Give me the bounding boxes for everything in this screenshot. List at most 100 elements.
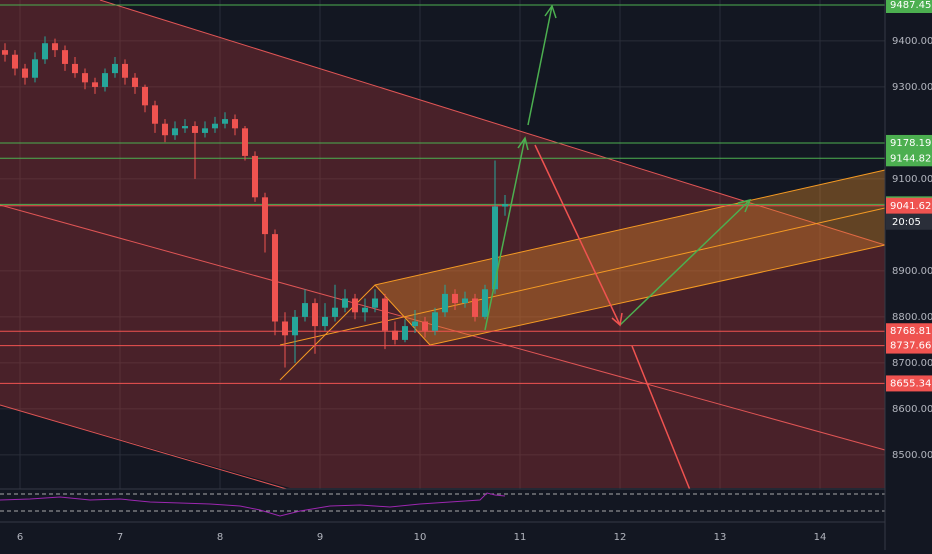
arrow (619, 199, 751, 326)
price-axis (885, 0, 932, 550)
candle-body (1, 50, 8, 55)
grid (0, 0, 885, 522)
candle-body (22, 68, 28, 78)
x-tick-label: 8 (217, 532, 223, 543)
price-tag-label: 9041.62 (890, 201, 931, 212)
candle-body (312, 303, 318, 327)
price-tag (886, 337, 932, 354)
y-tick-label: 8700.00 (892, 358, 932, 369)
x-tick-label: 10 (414, 532, 427, 543)
candle-body (142, 86, 148, 106)
candle-body (422, 321, 428, 331)
candle-body (332, 307, 338, 317)
arrow (534, 144, 621, 326)
candle-body (122, 63, 128, 78)
candle-body (182, 126, 188, 129)
countdown: 20:05 (892, 217, 921, 228)
candle-body (102, 73, 108, 87)
candle-body (372, 298, 378, 308)
y-tick-label: 9100.00 (892, 174, 932, 185)
x-tick-label: 12 (614, 532, 627, 543)
candle-body (212, 123, 218, 129)
arrow (484, 137, 526, 331)
candle-body (492, 206, 498, 290)
candle-body (392, 330, 398, 340)
candle-body (162, 123, 168, 136)
arrow (631, 345, 691, 491)
candle-body (382, 298, 388, 331)
price-tag-label: 9487.45 (890, 0, 931, 11)
candle-body (222, 119, 228, 124)
arrow-head (517, 136, 529, 151)
y-tick-label: 8500.00 (892, 450, 932, 461)
candle-body (292, 316, 298, 336)
candle-body (452, 293, 458, 304)
rsi-line (0, 492, 506, 517)
y-tick-label: 8600.00 (892, 404, 932, 415)
y-tick-label: 9400.00 (892, 36, 932, 47)
candle-body (322, 316, 328, 327)
candle-body (82, 73, 88, 83)
x-tick-label: 9 (317, 532, 323, 543)
x-tick-label: 13 (714, 532, 727, 543)
candle-body (462, 298, 468, 304)
price-tag-label: 8655.34 (890, 378, 931, 389)
candle-body (262, 197, 268, 235)
price-tag (886, 0, 932, 13)
candle-body (42, 43, 48, 60)
price-tag (886, 375, 932, 392)
candles (1, 36, 508, 368)
candle-body (482, 289, 488, 317)
candle-body (202, 128, 208, 133)
candle-body (272, 234, 278, 322)
price-tag-label: 8737.66 (890, 341, 931, 352)
price-tag (886, 197, 932, 214)
price-tag (886, 150, 932, 167)
arrow-head (611, 312, 623, 327)
arrow-head (737, 198, 752, 213)
orange-channel (375, 170, 885, 345)
candle-body (92, 82, 98, 87)
candle-body (302, 303, 308, 317)
candle-body (412, 321, 418, 327)
candle-body (242, 128, 248, 156)
red-channel (0, 0, 885, 488)
labels: 8500.00 8600.00 8700.00 8800.00 8900.00 9100.… (17, 0, 932, 543)
candle-body (362, 307, 368, 313)
price-tag (886, 134, 932, 151)
candle-body (402, 326, 408, 340)
arrow (527, 5, 553, 126)
candle-body (152, 105, 158, 124)
x-tick-label: 11 (514, 532, 527, 543)
candle-body (62, 50, 68, 64)
candle-body (12, 54, 18, 69)
x-tick-label: 6 (17, 532, 23, 543)
x-tick-label: 7 (117, 532, 123, 543)
candle-body (192, 126, 198, 133)
candle-body (352, 298, 358, 313)
price-tag (886, 323, 932, 340)
candle-body (232, 119, 238, 129)
candle-body (442, 293, 448, 313)
arrows (484, 4, 752, 491)
countdown-tag (886, 213, 932, 230)
candle-body (282, 321, 288, 336)
channel-line (429, 244, 886, 346)
candle-body (432, 312, 438, 331)
pattern-line (279, 284, 431, 381)
price-tag-label: 9144.82 (890, 153, 931, 164)
candle-body (172, 128, 178, 136)
x-tick-label: 14 (814, 532, 827, 543)
candle-body (502, 204, 508, 207)
price-tag-label: 8768.81 (890, 326, 931, 337)
y-tick-label: 8800.00 (892, 312, 932, 323)
candle-body (472, 298, 478, 317)
channel-line (0, 204, 886, 451)
candle-body (252, 155, 258, 198)
price-tag-label: 9178.19 (890, 138, 931, 149)
arrow-head (544, 4, 557, 19)
candle-body (132, 77, 138, 87)
